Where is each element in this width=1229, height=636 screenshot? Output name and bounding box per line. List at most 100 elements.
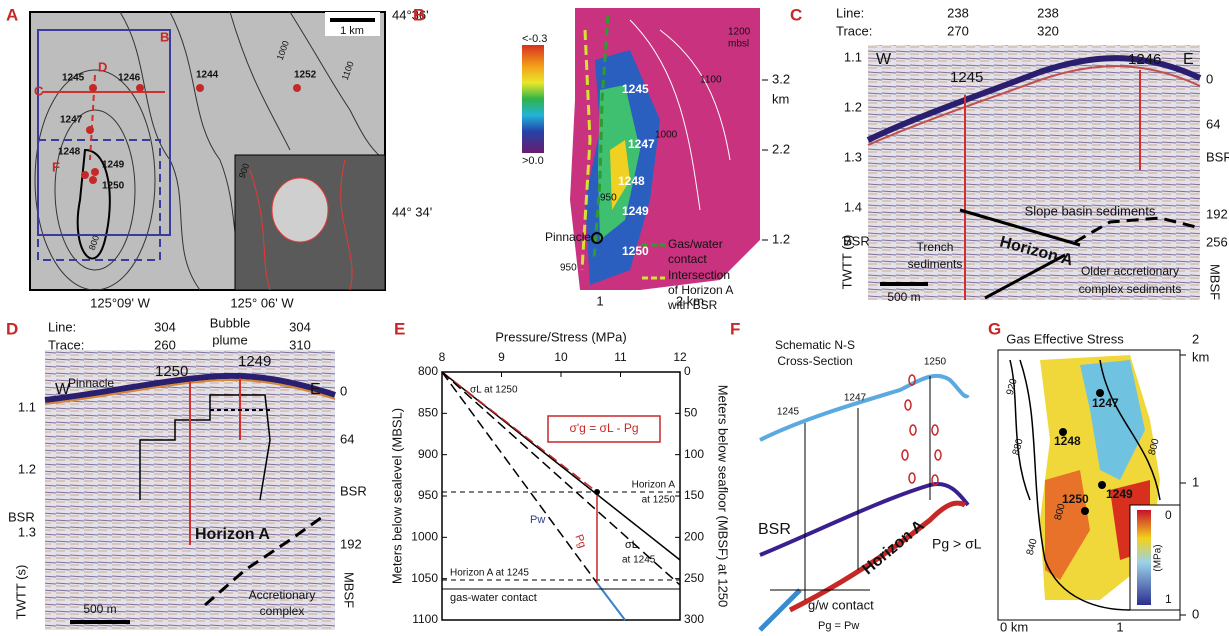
axis-tick-label: 3.2 <box>772 71 790 86</box>
site-label: 1248 <box>618 174 645 188</box>
panel-g <box>997 349 1186 621</box>
header-label: plume <box>212 332 247 347</box>
axis-tick-label: 1 <box>596 293 603 308</box>
box-label: B <box>160 29 169 44</box>
panel-c <box>866 45 1202 300</box>
mbsf-tick-label: BSR <box>340 483 367 498</box>
figure-line <box>204 513 326 607</box>
figure-line <box>1009 359 1161 611</box>
contour-label: 800 <box>87 234 102 252</box>
box-label: C <box>34 83 44 98</box>
axis-tick-label: 2.2 <box>772 141 790 156</box>
y-tick-label: 1050 <box>411 571 438 585</box>
figure-shape <box>70 620 130 624</box>
panel-label: E <box>394 319 405 338</box>
header-label: Trace: <box>836 23 872 38</box>
axis-tick-label: 0 <box>1192 606 1199 621</box>
contour-label: 950 <box>560 263 577 274</box>
figure-line <box>44 378 336 405</box>
y-tick-label: 950 <box>418 488 438 502</box>
legend-label: Gas/water <box>668 237 723 251</box>
panel-f <box>758 373 970 632</box>
figure-shape <box>1059 428 1067 436</box>
trace-number: 260 <box>154 337 176 352</box>
figure-line <box>629 19 731 211</box>
axis-tick-label: 2 <box>1192 331 1199 346</box>
twtt-tick-label: 1.2 <box>18 461 36 476</box>
site-label: 1247 <box>1092 396 1119 410</box>
annotation: gas-water contact <box>450 592 537 604</box>
line-number: 238 <box>1037 5 1059 20</box>
unit-label: Older accretionary <box>1081 264 1179 278</box>
line-number: 304 <box>289 319 311 334</box>
trace-number: 310 <box>289 337 311 352</box>
header-label: Bubble <box>210 315 250 330</box>
figure-shape <box>37 139 161 261</box>
legend-label: Intersection <box>668 268 730 282</box>
figure-shape <box>34 69 156 291</box>
y2-tick-label: 150 <box>684 488 704 502</box>
figure-line <box>249 159 353 291</box>
figure-shape <box>909 424 917 436</box>
figure-shape <box>1137 510 1151 605</box>
x-tick-label: 11 <box>614 350 627 364</box>
figure-line <box>229 11 291 151</box>
figure-shape <box>908 374 916 386</box>
annotation: Pg = Pw <box>818 620 859 632</box>
figure-line <box>758 588 802 632</box>
axis-title: MBSF <box>1208 264 1223 300</box>
title: Schematic N-S <box>775 338 855 352</box>
box-label: D <box>98 59 107 74</box>
figure-shape <box>594 489 600 495</box>
site-label: 1248 <box>1054 434 1081 448</box>
annotation: Horizon A <box>632 480 676 491</box>
unit-label: Trench <box>917 240 954 254</box>
panel-label: B <box>413 5 425 24</box>
site-label: 1245 <box>62 73 85 84</box>
figure-line <box>76 148 111 260</box>
pinnacle-label: Pinnacle <box>545 230 591 244</box>
site-label: 1248 <box>58 147 81 158</box>
site-label: 1245 <box>950 69 983 86</box>
y-tick-label: 1100 <box>412 612 438 626</box>
x-tick-label: 12 <box>673 350 687 364</box>
direction-label: E <box>310 381 321 398</box>
figure-line <box>866 55 1202 143</box>
bsr-label: BSR <box>843 233 870 248</box>
horizon-label: Horizon A <box>195 526 270 543</box>
colorbar-label: 0 <box>1165 508 1172 522</box>
figure-shape <box>901 449 909 461</box>
x-tick-label: 9 <box>498 350 505 364</box>
horizon-label: Horizon A <box>859 517 928 578</box>
bsr-label: BSR <box>8 509 35 524</box>
site-label: 1249 <box>238 353 271 370</box>
annotation: at 1250 <box>642 495 676 506</box>
figure-line <box>1045 470 1090 580</box>
annotation: Pg > σL <box>932 536 982 552</box>
axis-title: TWTT (s) <box>13 565 28 620</box>
axis-title: MBSF <box>342 572 357 608</box>
scale-label: 500 m <box>83 602 116 616</box>
contour-label: 1000 <box>655 130 678 141</box>
site-label: 1250 <box>622 244 649 258</box>
contour-label: 800 <box>1053 502 1068 521</box>
figure-line <box>139 394 271 501</box>
figure-line <box>441 371 681 586</box>
figure-shape <box>591 232 603 244</box>
title: Gas Effective Stress <box>1006 331 1124 346</box>
unit-label: Accretionary <box>249 588 316 602</box>
figure-shape <box>136 84 144 92</box>
contour-label: 900 <box>237 162 252 180</box>
figure-shape <box>934 449 942 461</box>
formula: σ'g = σL - Pg <box>569 421 638 435</box>
line-number: 238 <box>947 5 969 20</box>
unit-label: complex <box>260 604 305 618</box>
colorbar-label: 1 <box>1165 592 1172 606</box>
figure-line <box>867 65 1201 146</box>
site-label: 1245 <box>777 407 800 418</box>
annotation: Pw <box>530 514 545 526</box>
figure-shape <box>931 474 939 486</box>
figure-line <box>788 500 967 613</box>
twtt-tick-label: 1.4 <box>844 199 862 214</box>
figure-line <box>959 208 1081 247</box>
